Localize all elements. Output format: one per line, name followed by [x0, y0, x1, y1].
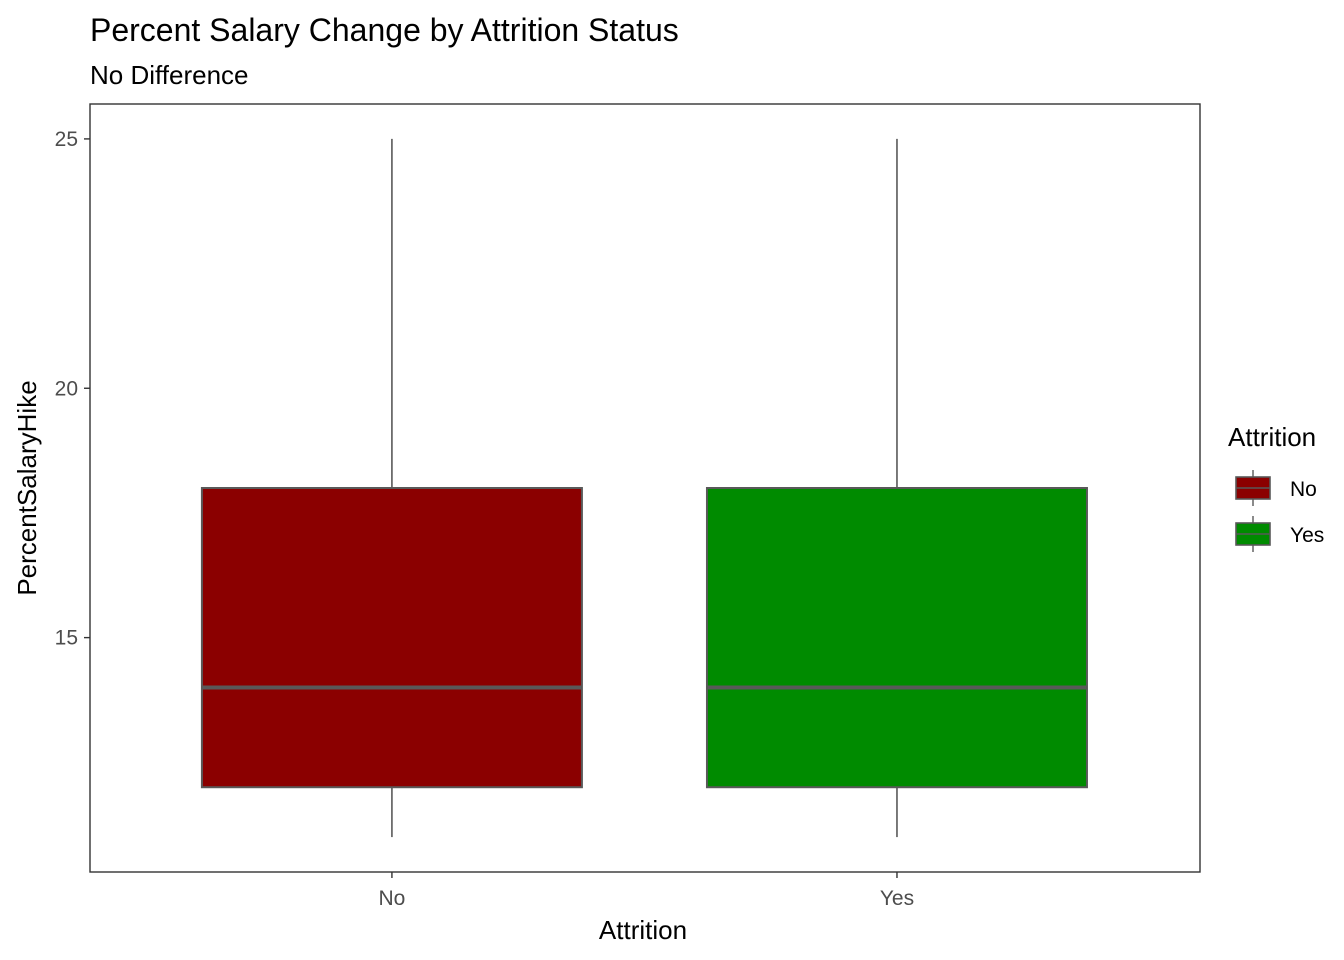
box-body	[200, 487, 583, 789]
legend-item-no: No	[1235, 470, 1317, 506]
plot-panel-border	[89, 103, 1201, 873]
x-tick-label: No	[378, 887, 405, 910]
y-tick-label: 15	[55, 627, 78, 650]
x-axis: No Yes	[378, 872, 914, 910]
y-tick-label: 25	[55, 128, 78, 151]
box-body	[705, 487, 1088, 789]
x-tick-label: Yes	[880, 887, 914, 910]
legend-label: No	[1290, 478, 1317, 501]
chart-subtitle: No Difference	[90, 60, 249, 90]
legend-item-yes: Yes	[1235, 516, 1324, 552]
box-no	[200, 138, 583, 838]
box-series	[200, 138, 1088, 838]
y-axis-title: PercentSalaryHike	[12, 380, 42, 595]
legend-label: Yes	[1290, 524, 1324, 547]
y-tick-label: 20	[55, 377, 78, 400]
y-axis: 15 20 25	[55, 128, 90, 650]
box-yes	[705, 138, 1088, 838]
legend: Attrition No Yes	[1228, 422, 1324, 552]
legend-title: Attrition	[1228, 422, 1316, 452]
x-axis-title: Attrition	[599, 915, 687, 945]
chart-title: Percent Salary Change by Attrition Statu…	[90, 12, 679, 48]
